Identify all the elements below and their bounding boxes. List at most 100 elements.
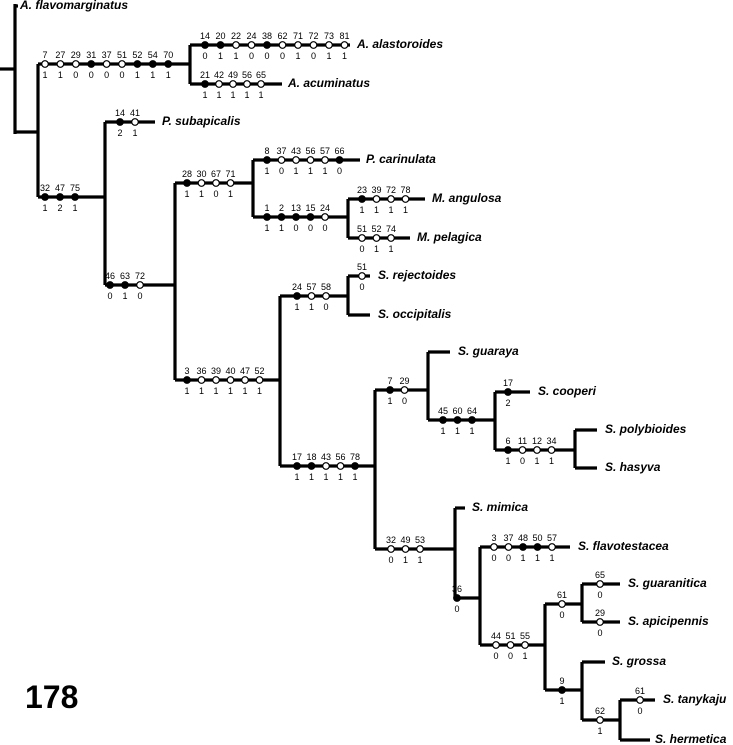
homoplastic-change xyxy=(504,543,513,551)
character-state: 1 xyxy=(72,203,77,213)
unique-change xyxy=(533,543,542,551)
character-state: 1 xyxy=(388,244,393,254)
character-number: 62 xyxy=(277,31,287,41)
character-state: 1 xyxy=(352,472,357,482)
character-state: 1 xyxy=(293,166,298,176)
character-state: 1 xyxy=(135,70,140,80)
unique-change xyxy=(453,594,461,602)
character-number: 60 xyxy=(452,406,462,416)
character-number: 50 xyxy=(532,533,542,543)
taxon-label: S. occipitalis xyxy=(378,307,452,321)
character-state: 1 xyxy=(150,70,155,80)
character-number: 49 xyxy=(400,535,410,545)
homoplastic-change xyxy=(226,179,235,187)
homoplastic-change xyxy=(232,41,240,49)
character-number: 28 xyxy=(182,169,192,179)
homoplastic-change xyxy=(372,234,381,242)
character-state: 0 xyxy=(104,70,109,80)
character-state: 0 xyxy=(637,706,642,716)
character-number: 43 xyxy=(291,146,301,156)
homoplastic-change xyxy=(241,376,249,384)
homoplastic-change xyxy=(197,376,206,384)
character-state: 1 xyxy=(359,205,364,215)
taxon-label: S. polybioides xyxy=(605,422,687,436)
character-number: 14 xyxy=(200,31,210,41)
character-number: 54 xyxy=(148,50,158,60)
homoplastic-change xyxy=(416,545,424,553)
homoplastic-change xyxy=(321,156,329,164)
character-state: 0 xyxy=(508,651,513,661)
character-number: 52 xyxy=(132,50,142,60)
unique-change xyxy=(133,60,142,68)
homoplastic-change xyxy=(306,156,315,164)
character-number: 7 xyxy=(42,50,47,60)
homoplastic-change xyxy=(518,446,527,454)
character-number: 75 xyxy=(70,183,80,193)
character-state: 0 xyxy=(597,590,602,600)
character-state: 1 xyxy=(597,726,602,736)
character-state: 0 xyxy=(137,291,142,301)
character-number: 1 xyxy=(264,203,269,213)
homoplastic-change xyxy=(131,118,139,126)
homoplastic-change xyxy=(215,80,223,88)
character-number: 37 xyxy=(276,146,286,156)
character-state: 0 xyxy=(597,628,602,638)
character-number: 65 xyxy=(256,70,266,80)
character-number: 56 xyxy=(242,70,252,80)
homoplastic-change xyxy=(229,80,237,88)
character-number: 14 xyxy=(115,108,125,118)
character-state: 1 xyxy=(166,70,171,80)
homoplastic-change xyxy=(596,618,604,626)
character-state: 0 xyxy=(402,396,407,406)
character-number: 57 xyxy=(320,146,330,156)
unique-change xyxy=(164,60,173,68)
taxon-label: S. rejectoides xyxy=(378,268,456,282)
character-number: 24 xyxy=(246,31,256,41)
character-number: 31 xyxy=(86,50,96,60)
character-state: 0 xyxy=(359,244,364,254)
homoplastic-change xyxy=(490,543,498,551)
taxon-label: S. flavotestacea xyxy=(578,539,669,553)
character-number: 15 xyxy=(305,203,315,213)
unique-change xyxy=(263,156,271,164)
character-number: 57 xyxy=(547,533,557,543)
character-number: 58 xyxy=(321,282,331,292)
character-state: 0 xyxy=(491,553,496,563)
character-number: 74 xyxy=(386,224,396,234)
homoplastic-change xyxy=(102,60,111,68)
unique-change xyxy=(468,416,476,424)
taxon-label: S. guaranitica xyxy=(628,576,707,590)
homoplastic-change xyxy=(136,281,144,289)
character-number: 34 xyxy=(546,436,556,446)
character-state: 1 xyxy=(199,386,204,396)
homoplastic-change xyxy=(247,41,256,49)
homoplastic-change xyxy=(321,213,329,221)
character-number: 8 xyxy=(264,146,269,156)
character-state: 0 xyxy=(493,651,498,661)
character-number: 63 xyxy=(120,271,130,281)
unique-change xyxy=(183,179,191,187)
character-number: 51 xyxy=(357,262,367,272)
character-number: 62 xyxy=(595,706,605,716)
character-number: 56 xyxy=(335,452,345,462)
homoplastic-change xyxy=(533,446,541,454)
unique-change xyxy=(201,41,209,49)
taxon-label: S. tanykaju xyxy=(663,692,727,706)
taxon-label: M. pelagica xyxy=(417,230,482,244)
character-number: 11 xyxy=(518,436,527,446)
homoplastic-change xyxy=(547,446,556,454)
homoplastic-change xyxy=(309,41,318,49)
character-state: 1 xyxy=(228,189,233,199)
character-state: 1 xyxy=(374,244,379,254)
taxon-label: S. apicipennis xyxy=(628,614,709,628)
homoplastic-change xyxy=(212,376,220,384)
homoplastic-change xyxy=(277,156,286,164)
homoplastic-change xyxy=(294,41,302,49)
character-number: 23 xyxy=(357,185,367,195)
character-number: 29 xyxy=(399,376,409,386)
character-number: 55 xyxy=(520,631,530,641)
character-state: 1 xyxy=(549,456,554,466)
unique-change xyxy=(306,213,315,221)
character-number: 53 xyxy=(415,535,425,545)
homoplastic-change xyxy=(506,641,515,649)
